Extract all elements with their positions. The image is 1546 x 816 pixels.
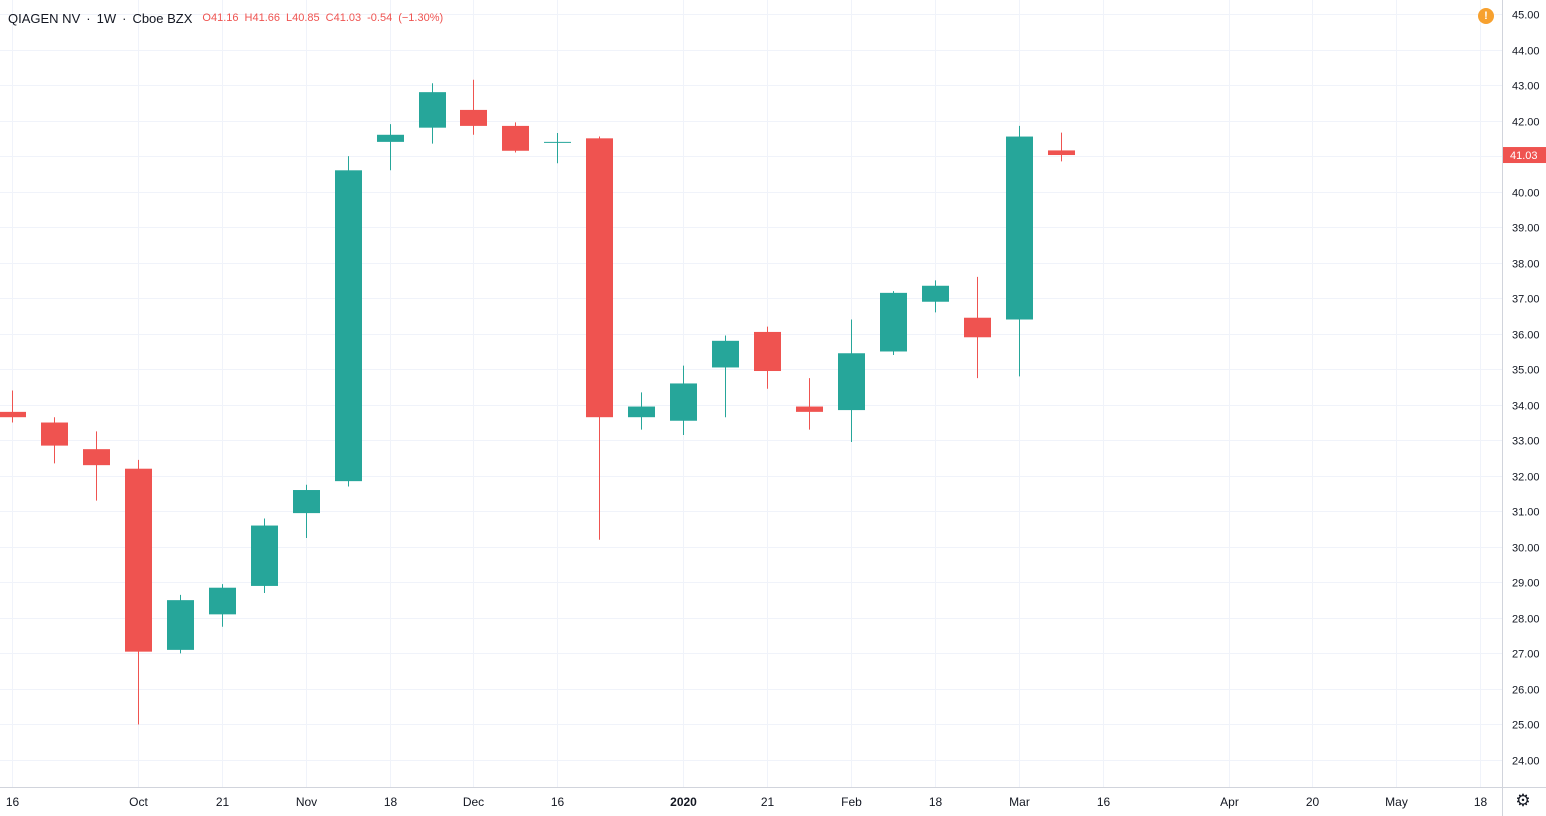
candle-body[interactable]	[586, 138, 613, 418]
time-tick-label: Dec	[463, 795, 484, 809]
symbol-name[interactable]: QIAGEN NV	[8, 10, 81, 26]
high-key: H	[244, 12, 253, 24]
candle-body[interactable]	[377, 134, 404, 142]
candle-body[interactable]	[167, 600, 194, 650]
candle-body[interactable]	[335, 170, 362, 482]
high-value: 41.66	[252, 12, 280, 24]
exchange-label: Cboe BZX	[132, 10, 193, 26]
time-tick-label: 16	[551, 795, 565, 809]
open-key: O	[202, 12, 211, 24]
price-tick-label: 34.00	[1512, 401, 1540, 413]
price-tick-label: 24.00	[1512, 756, 1540, 768]
time-tick-label: 16	[6, 795, 20, 809]
price-tick-label: 27.00	[1512, 649, 1540, 661]
ohlc-values: O41.16 H41.66 L40.85 C41.03 -0.54 (−1.30…	[202, 12, 443, 24]
time-tick-label: May	[1385, 795, 1408, 809]
time-tick-label: Oct	[129, 795, 148, 809]
price-tick-label: 40.00	[1512, 188, 1540, 200]
candle-body[interactable]	[125, 468, 152, 652]
price-tick-label: 26.00	[1512, 685, 1540, 697]
candle-body[interactable]	[922, 285, 949, 302]
price-tick-label: 36.00	[1512, 330, 1540, 342]
price-tick-label: 28.00	[1512, 614, 1540, 626]
interval-label[interactable]: 1W	[96, 10, 117, 26]
candle-body[interactable]	[83, 449, 110, 466]
legend-separator: ·	[122, 10, 127, 26]
legend-separator: ·	[86, 10, 91, 26]
open-value: 41.16	[210, 12, 239, 24]
price-tick-label: 38.00	[1512, 259, 1540, 271]
candle-body[interactable]	[460, 109, 487, 126]
chart-legend: QIAGEN NV · 1W · Cboe BZX O41.16 H41.66 …	[8, 8, 443, 28]
candle-body[interactable]	[0, 411, 26, 418]
exclamation-icon[interactable]: !	[1478, 8, 1494, 24]
price-tick-label: 37.00	[1512, 294, 1540, 306]
candle-body[interactable]	[251, 525, 278, 586]
candle-body[interactable]	[41, 422, 68, 446]
price-tick-label: 33.00	[1512, 436, 1540, 448]
candle-body[interactable]	[796, 406, 823, 412]
time-tick-label: 2020	[670, 795, 697, 809]
low-value: 40.85	[292, 12, 320, 24]
close-key: C	[325, 12, 334, 24]
price-tick-label: 39.00	[1512, 223, 1540, 235]
price-tick-label: 30.00	[1512, 543, 1540, 555]
candle-body[interactable]	[838, 353, 865, 411]
price-tick-label: 35.00	[1512, 365, 1540, 377]
candle-body[interactable]	[1048, 150, 1075, 156]
price-tick-label: 29.00	[1512, 578, 1540, 590]
price-tick-label: 43.00	[1512, 81, 1540, 93]
low-key: L	[286, 12, 293, 24]
close-value: 41.03	[333, 12, 362, 24]
candle-body[interactable]	[1006, 136, 1033, 320]
time-tick-label: 18	[929, 795, 943, 809]
last-price-marker	[1503, 147, 1546, 164]
change-value: -0.54	[367, 12, 393, 24]
candle-body[interactable]	[880, 292, 907, 352]
candle-body[interactable]	[419, 92, 446, 128]
time-tick-label: Apr	[1220, 795, 1239, 809]
candle-body[interactable]	[628, 406, 655, 418]
price-tick-label: 31.00	[1512, 507, 1540, 519]
candle-body[interactable]	[209, 587, 236, 615]
candle-body[interactable]	[502, 125, 529, 151]
time-tick-label: 21	[216, 795, 230, 809]
time-tick-label: Feb	[841, 795, 862, 809]
time-tick-label: 18	[1474, 795, 1488, 809]
time-tick-label: 16	[1097, 795, 1111, 809]
candle-body[interactable]	[670, 383, 697, 421]
time-tick-label: Nov	[296, 795, 317, 809]
time-tick-label: 21	[761, 795, 775, 809]
last-price-label: 41.03	[1510, 150, 1538, 162]
price-tick-label: 45.00	[1512, 10, 1540, 22]
candle-body[interactable]	[712, 340, 739, 368]
candle-body[interactable]	[293, 490, 320, 514]
candle-body[interactable]	[544, 141, 571, 143]
candle-body[interactable]	[754, 331, 781, 372]
price-tick-label: 42.00	[1512, 117, 1540, 129]
candle-body[interactable]	[964, 317, 991, 338]
time-tick-label: Mar	[1009, 795, 1030, 809]
price-tick-label: 32.00	[1512, 472, 1540, 484]
time-tick-label: 20	[1306, 795, 1320, 809]
price-tick-label: 44.00	[1512, 46, 1540, 58]
price-tick-label: 25.00	[1512, 720, 1540, 732]
gear-icon[interactable]: ⚙	[1515, 791, 1531, 810]
change-percent: (−1.30%)	[398, 12, 444, 24]
time-tick-label: 18	[384, 795, 398, 809]
